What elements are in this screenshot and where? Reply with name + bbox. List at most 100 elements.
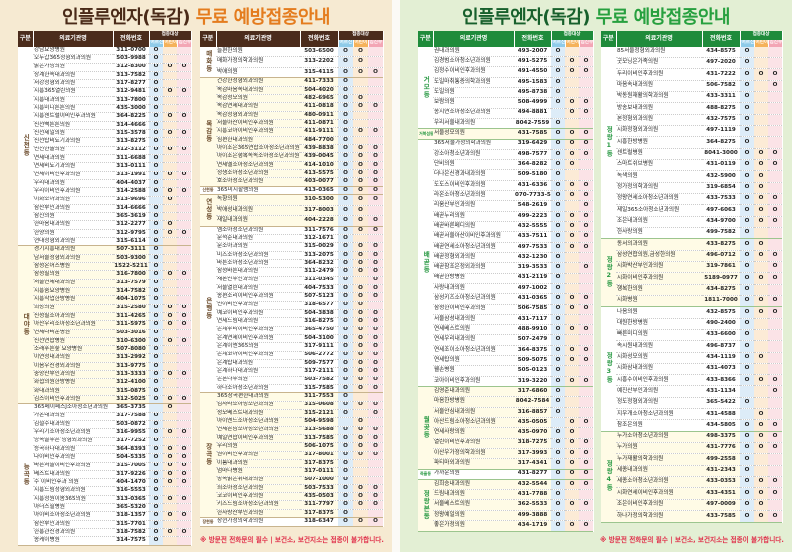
clinic-name: 소래푸른숲 요양병원 xyxy=(33,345,113,355)
clinic-phone: 499-7582 xyxy=(702,227,740,240)
clinic-phone: 313-2992 xyxy=(113,353,149,363)
target-mark-senior: O xyxy=(149,528,163,538)
clinic-phone: 313-7585 xyxy=(300,434,338,444)
target-mark-pregnant: O xyxy=(579,262,594,274)
table-row: 녹색의원 432-5900 O O xyxy=(601,170,783,183)
target-mark-pregnant: O xyxy=(368,492,384,502)
clinic-name: 행복한의원 xyxy=(616,284,702,296)
target-mark-child: O xyxy=(353,67,368,79)
table-row: 아이조은365연합소아청소년과의원 439-8838 O O O xyxy=(200,144,384,154)
table-row: 대야동 경기시흥내과의원 507-3111 O xyxy=(18,245,192,405)
clinic-phone: 314-6666 xyxy=(113,204,149,214)
clinic-phone: 313-2075 xyxy=(300,251,338,260)
clinic-phone: 315-3578 xyxy=(113,129,149,139)
table-row: 서울안심내과의원 316-8857 O xyxy=(418,407,594,418)
table-row: 삼성연합의원,금성한의원 496-0712 O O O xyxy=(601,250,783,262)
target-mark-pregnant xyxy=(579,386,594,398)
clinic-phone: 503-3016 xyxy=(113,329,149,338)
target-mark-pregnant xyxy=(177,47,192,56)
district-name: 은행동 xyxy=(204,297,213,320)
target-mark-pregnant: O xyxy=(579,499,594,511)
table-row: 장곡동 365장곡편한내과의원 311-7553 O xyxy=(200,392,384,519)
clinic-phone: 313-9775 xyxy=(113,362,149,372)
target-mark-pregnant: O xyxy=(579,469,594,480)
header-name: 의료기관명 xyxy=(216,31,301,47)
target-mark-senior: O xyxy=(149,287,163,297)
target-mark-child xyxy=(163,245,177,255)
clinic-phone: 431-2119 xyxy=(514,273,551,284)
target-mark-pregnant xyxy=(579,510,594,522)
clinic-name: 연세탑의원 xyxy=(433,355,514,367)
clinic-name: 신천한솔의원 xyxy=(33,146,113,155)
clinic-phone: 070-7733-5066 xyxy=(514,190,551,202)
target-mark-pregnant: O xyxy=(579,324,594,336)
clinic-name: 서울성모의원 xyxy=(433,128,514,140)
target-mark-senior: O xyxy=(338,161,353,171)
target-mark-senior: O xyxy=(551,66,565,78)
target-mark-senior: O xyxy=(740,374,754,387)
clinic-phone: 435-3000 xyxy=(113,104,149,114)
district-label: 정왕4동 xyxy=(601,431,616,524)
table-row: 사랑내과의원 497-1002 O xyxy=(418,283,594,295)
target-mark-pregnant: O xyxy=(768,306,783,319)
clinic-name: 이산우가정의학과의원 xyxy=(433,448,514,460)
clinic-phone: 439-8838 xyxy=(300,144,338,154)
target-mark-child xyxy=(163,437,177,446)
target-mark-child: O xyxy=(353,376,368,385)
table-row: 정생소아청소년과의원 413-5575 O O O xyxy=(200,169,384,179)
target-mark-child xyxy=(163,520,177,530)
clinic-name: 드림내과의원 xyxy=(433,489,514,501)
table-row: 배곧누리의원 499-2223 O O O xyxy=(418,211,594,223)
target-mark-senior: O xyxy=(149,146,163,155)
clinic-phone: 503-7533 xyxy=(300,484,338,494)
clinic-phone: 318-6577 xyxy=(300,301,338,310)
clinic-name: 서울안심내과의원 xyxy=(433,407,514,418)
header-district: 구분 xyxy=(418,31,434,47)
target-mark-senior: O xyxy=(740,227,754,240)
clinic-name: 라온소아청소년과의원 xyxy=(433,190,514,202)
clinic-name: 시화이비인후과의원 xyxy=(616,272,702,285)
header-target-senior: 어르신 xyxy=(149,40,164,47)
clinic-phone: 364-8393 xyxy=(113,445,149,455)
target-mark-senior: O xyxy=(740,238,754,251)
target-mark-child: O xyxy=(353,442,368,452)
clinic-phone: 314-4666 xyxy=(113,121,149,131)
table-row: 한양의원 312-9795 O O O xyxy=(18,229,192,239)
table-row: 신천백튼튼의원 314-4666 O xyxy=(18,121,192,131)
target-mark-senior: O xyxy=(338,111,353,121)
target-mark-pregnant: O xyxy=(768,80,783,92)
table-row: 신천탑비뇨기과의원 313-8275 O xyxy=(18,137,192,147)
target-mark-pregnant xyxy=(177,403,192,413)
target-mark-senior: O xyxy=(551,77,565,88)
target-mark-pregnant: O xyxy=(768,216,783,228)
target-mark-senior: O xyxy=(338,426,353,435)
clinic-name: 오두갑365정형외과의원 xyxy=(33,54,113,64)
target-mark-senior: O xyxy=(149,254,163,264)
clinic-phone: 312-5025 xyxy=(113,395,149,405)
target-mark-child: O xyxy=(353,434,368,444)
target-mark-child: O xyxy=(163,470,177,480)
target-mark-pregnant: O xyxy=(368,376,384,385)
clinic-name: 키즈드림소아청소년과의원 xyxy=(216,500,300,510)
target-mark-pregnant: O xyxy=(368,276,384,285)
clinic-name: 이룸내과의원 xyxy=(216,459,300,469)
table-row: 송지연소아청소년과의원 494-8881 O O xyxy=(418,108,594,119)
clinic-phone: 493-2007 xyxy=(514,47,551,58)
target-mark-senior: O xyxy=(338,459,353,469)
target-mark-pregnant: O xyxy=(579,221,594,233)
target-mark-pregnant xyxy=(768,453,783,466)
clinic-phone: 435-0503 xyxy=(300,492,338,502)
district-label: 배곧동 xyxy=(418,139,433,388)
target-mark-senior: O xyxy=(740,114,754,126)
table-row: 시흥코아이비인후과의원 411-9111 O O O xyxy=(200,127,384,137)
target-mark-child: O xyxy=(163,337,177,347)
clinic-phone: 434-1119 xyxy=(702,352,740,364)
clinic-phone: 506-2772 xyxy=(300,351,338,360)
district-label: 거북섬동 xyxy=(418,128,433,140)
target-mark-child: O xyxy=(353,326,368,335)
clinic-phone: 318-7582 xyxy=(113,528,149,538)
target-mark-child xyxy=(754,329,768,342)
target-mark-senior: O xyxy=(740,125,754,138)
target-mark-senior: O xyxy=(338,517,353,527)
clinic-phone: 504-5335 xyxy=(113,453,149,463)
